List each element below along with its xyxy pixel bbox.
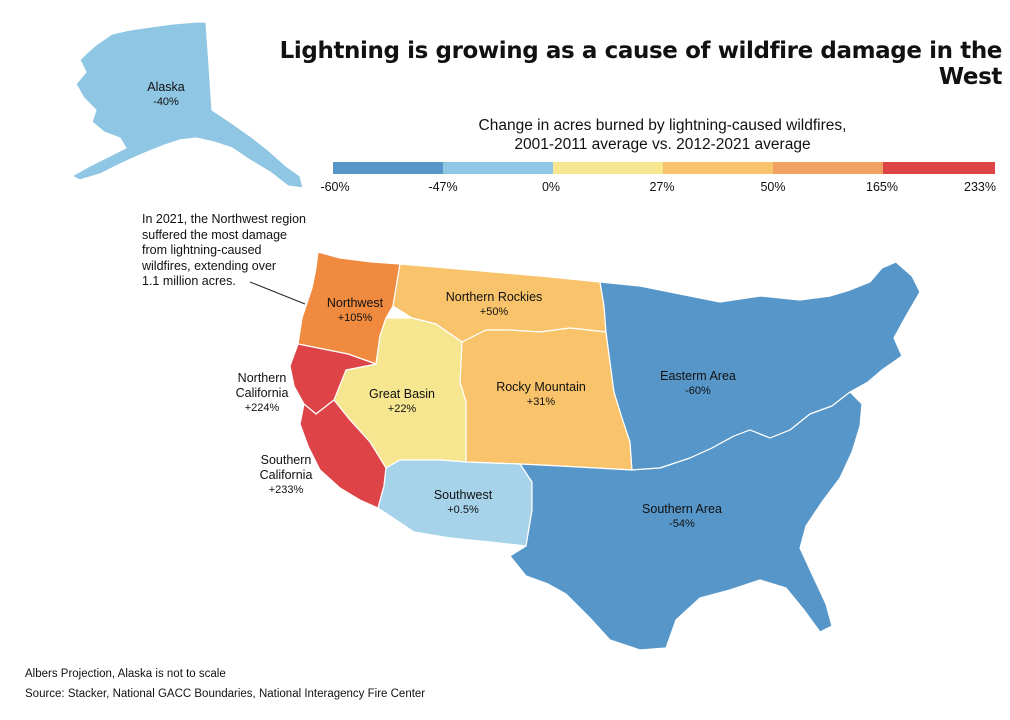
annotation-leader-line bbox=[249, 281, 306, 305]
label-northern-california-name1: Northern bbox=[237, 371, 287, 385]
page-title: Lightning is growing as a cause of wildf… bbox=[279, 38, 1003, 90]
region-alaska[interactable] bbox=[71, 21, 304, 189]
label-southern-area: Southern Area -54% bbox=[642, 502, 722, 532]
legend-swatch-5 bbox=[773, 162, 883, 174]
label-northern-rockies: Northern Rockies +50% bbox=[446, 290, 543, 320]
label-eastern-area-name: Easterm Area bbox=[660, 369, 736, 383]
label-northwest: Northwest +105% bbox=[327, 296, 383, 326]
label-southern-area-name: Southern Area bbox=[642, 502, 722, 516]
northwest-annotation: In 2021, the Northwest region suffered t… bbox=[142, 212, 352, 290]
label-northern-california: Northern California +224% bbox=[236, 371, 289, 416]
legend-swatch-1 bbox=[333, 162, 443, 174]
label-northern-california-value: +224% bbox=[244, 402, 280, 414]
legend-tick: -60% bbox=[320, 180, 350, 194]
label-northern-rockies-name: Northern Rockies bbox=[445, 290, 543, 304]
annotation-line: 1.1 million acres. bbox=[142, 274, 236, 288]
legend-title-line1: Change in acres burned by lightning-caus… bbox=[478, 117, 847, 134]
annotation-line: suffered the most damage bbox=[142, 227, 287, 242]
legend-tick: 165% bbox=[866, 180, 898, 194]
region-southern-area[interactable] bbox=[509, 391, 863, 651]
legend-tick: 0% bbox=[541, 180, 561, 194]
label-northwest-value: +105% bbox=[337, 312, 373, 324]
legend-title: Change in acres burned by lightning-caus… bbox=[330, 116, 995, 154]
label-rocky-mountain-name: Rocky Mountain bbox=[496, 380, 586, 394]
label-great-basin: Great Basin +22% bbox=[369, 387, 435, 417]
label-alaska-name: Alaska bbox=[147, 80, 185, 94]
label-southwest: Southwest +0.5% bbox=[434, 488, 492, 518]
legend-title-line2: 2001-2011 average vs. 2012-2021 average bbox=[514, 136, 811, 153]
source-note: Source: Stacker, National GACC Boundarie… bbox=[25, 688, 426, 700]
annotation-line: In 2021, the Northwest region bbox=[142, 212, 306, 226]
legend-swatch-3 bbox=[553, 162, 663, 174]
legend-tick: 233% bbox=[964, 180, 996, 194]
label-alaska: Alaska -40% bbox=[147, 80, 185, 110]
legend-swatch-2 bbox=[443, 162, 553, 174]
label-southern-california-name1: Southern bbox=[260, 453, 312, 467]
label-northern-california-name2: California bbox=[235, 386, 289, 400]
label-southwest-value: +0.5% bbox=[447, 504, 479, 516]
label-southern-area-value: -54% bbox=[669, 518, 695, 530]
label-southern-california: Southern California +233% bbox=[260, 453, 313, 498]
legend-color-bar bbox=[333, 162, 995, 174]
label-southern-california-name2: California bbox=[259, 468, 313, 482]
annotation-line: wildfires, extending over bbox=[142, 258, 277, 273]
label-great-basin-name: Great Basin bbox=[368, 387, 436, 401]
label-southwest-name: Southwest bbox=[433, 488, 493, 502]
label-northern-rockies-value: +50% bbox=[479, 306, 509, 318]
label-eastern-area: Easterm Area -60% bbox=[660, 369, 736, 399]
legend-tick: 50% bbox=[760, 180, 786, 194]
legend-swatch-6 bbox=[883, 162, 995, 174]
annotation-line: from lightning-caused bbox=[142, 243, 262, 257]
label-alaska-value: -40% bbox=[153, 96, 179, 108]
label-great-basin-value: +22% bbox=[387, 403, 417, 415]
label-northwest-name: Northwest bbox=[326, 296, 384, 310]
projection-note: Albers Projection, Alaska is not to scal… bbox=[25, 668, 226, 680]
label-eastern-area-value: -60% bbox=[685, 385, 711, 397]
legend-swatch-4 bbox=[663, 162, 773, 174]
legend-tick: -47% bbox=[428, 180, 458, 194]
legend-tick: 27% bbox=[649, 180, 675, 194]
region-eastern-area[interactable] bbox=[599, 261, 921, 471]
label-southern-california-value: +233% bbox=[268, 484, 304, 496]
label-rocky-mountain: Rocky Mountain +31% bbox=[496, 380, 586, 410]
label-rocky-mountain-value: +31% bbox=[526, 396, 556, 408]
